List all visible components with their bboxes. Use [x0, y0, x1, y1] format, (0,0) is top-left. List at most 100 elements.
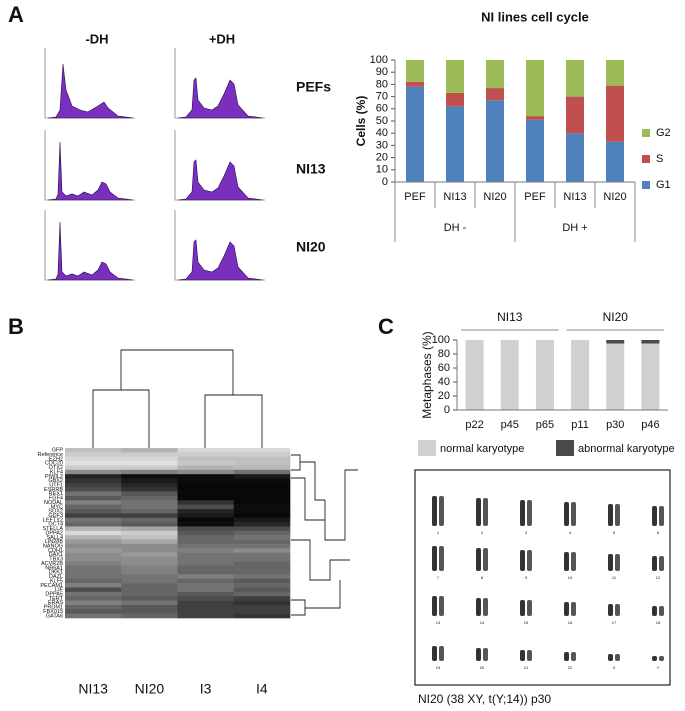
heatmap-cell — [177, 491, 235, 497]
heatmap-cell — [233, 543, 291, 549]
chromosome-label: 4 — [569, 530, 572, 535]
column-label: NI20 — [135, 681, 165, 697]
flow-column-label: +DH — [209, 31, 235, 46]
legend-label: G2 — [656, 127, 671, 139]
panel-label: C — [378, 314, 394, 339]
y-tick-label: 0 — [382, 176, 388, 188]
chromosome — [439, 596, 444, 616]
flow-histogram — [47, 221, 134, 281]
heatmap-cell — [65, 465, 122, 471]
heatmap-cell — [65, 574, 122, 580]
x-tick-label: p30 — [606, 419, 624, 431]
row-label: PRDM1 — [44, 605, 63, 611]
row-label: DAZL — [49, 574, 63, 580]
heatmap-cell — [233, 556, 291, 562]
chromosome — [527, 550, 532, 571]
heatmap-cell — [177, 461, 235, 466]
bar-segment — [526, 60, 544, 117]
heatmap-cell — [121, 530, 178, 536]
chromosome — [652, 606, 657, 616]
heatmap-cell — [65, 543, 122, 549]
heatmap-cell — [177, 583, 235, 588]
heatmap-cell — [177, 587, 235, 593]
chromosome-label: 6 — [657, 530, 660, 535]
heatmap-cell — [121, 613, 178, 619]
row-label: Reference — [38, 452, 63, 458]
panel-label: B — [8, 314, 24, 339]
row-label: MYC — [51, 504, 63, 510]
legend-swatch — [642, 155, 650, 163]
chromosome — [527, 650, 532, 661]
bar-segment — [571, 340, 590, 410]
flow-row-label: NI13 — [296, 161, 326, 177]
heatmap-cell — [233, 587, 291, 593]
heatmap-cell — [233, 613, 291, 619]
heatmap-cell — [177, 469, 235, 475]
heatmap-cell — [121, 574, 178, 580]
heatmap-cell — [233, 509, 291, 514]
bar-segment — [641, 343, 660, 410]
heatmap-cell — [121, 548, 178, 553]
heatmap-cell — [65, 452, 122, 458]
bar-segment — [566, 133, 584, 182]
row-label: CDC20 — [45, 461, 63, 467]
heatmap-cell — [233, 469, 291, 475]
heatmap-cell — [177, 465, 235, 471]
heatmap-cell — [65, 513, 122, 519]
heatmap-cell — [121, 500, 178, 505]
heatmap-cell — [233, 578, 291, 584]
heatmap-cell — [121, 583, 178, 588]
group-label: DH - — [444, 222, 467, 234]
heatmap-cell — [65, 539, 122, 545]
heatmap-cell — [121, 604, 178, 610]
heatmap-cell — [65, 591, 122, 597]
flow-histogram — [47, 141, 134, 201]
heatmap-cell — [177, 513, 235, 519]
chromosome-label: 22 — [568, 665, 573, 670]
chromosome — [520, 500, 525, 526]
heatmap-cell — [177, 561, 235, 566]
y-tick-label: 30 — [376, 139, 388, 151]
chromosome-label: 2 — [481, 530, 484, 535]
heatmap-cell — [65, 482, 122, 488]
heatmap-cell — [65, 500, 122, 505]
chromosome — [432, 646, 437, 661]
heatmap-cell — [121, 565, 178, 571]
row-label: FBX015 — [43, 609, 63, 615]
bar-segment — [446, 92, 464, 107]
row-label: ERAS — [48, 600, 63, 606]
x-tick-label: p45 — [501, 419, 519, 431]
chromosome — [476, 648, 481, 661]
heatmap-cell — [233, 522, 291, 527]
chromosome — [608, 604, 613, 616]
heatmap-cell — [233, 500, 291, 505]
heatmap-cell — [177, 613, 235, 619]
bar-segment — [406, 60, 424, 82]
heatmap-cell — [65, 561, 122, 566]
heatmap-cell — [121, 526, 178, 532]
column-label: I3 — [200, 681, 212, 697]
row-label: REX1 — [49, 491, 63, 497]
chromosome — [571, 502, 576, 526]
x-tick-label: NI20 — [603, 191, 626, 203]
heatmap-cell — [233, 583, 291, 588]
dendrogram — [92, 349, 358, 616]
heatmap-cell — [65, 509, 122, 514]
legend-label: abnormal karyotype — [578, 443, 675, 455]
heatmap-cell — [177, 517, 235, 523]
bar-segment — [406, 81, 424, 87]
chromosome — [483, 648, 488, 661]
x-tick-label: NI13 — [563, 191, 586, 203]
heatmap-cell — [177, 452, 235, 458]
heatmap-cell — [177, 482, 235, 488]
heatmap-cell — [121, 513, 178, 519]
heatmap-cell — [233, 517, 291, 523]
row-label: TERT — [49, 596, 64, 602]
flow-column-label: -DH — [85, 31, 108, 46]
chromosome — [608, 654, 613, 661]
chromosome-label: 18 — [656, 620, 661, 625]
chromosome-label: 10 — [568, 575, 573, 580]
heatmap-cell — [177, 609, 235, 614]
row-label: OCT4 — [48, 522, 63, 528]
heatmap-cell — [177, 574, 235, 580]
